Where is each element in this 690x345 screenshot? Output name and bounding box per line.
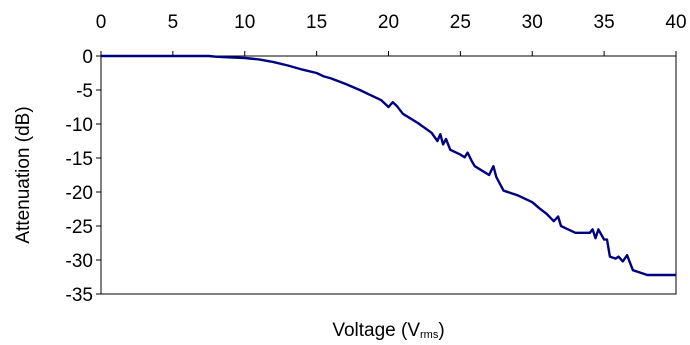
plot-frame — [100, 55, 677, 295]
attenuation-series-line — [101, 54, 676, 277]
x-tick-label: 25 — [450, 12, 471, 33]
x-axis-title-subscript: rms — [420, 329, 439, 341]
x-tick-label: 20 — [378, 12, 399, 33]
x-tick-label: 35 — [594, 12, 615, 33]
y-tick-label: -20 — [66, 183, 93, 204]
x-axis-title-main: Voltage (V — [332, 320, 420, 341]
y-tick-label: -5 — [76, 81, 93, 102]
y-tick-label: 0 — [82, 47, 93, 68]
x-axis-ticks: 0 5 10 15 20 25 30 35 40 — [96, 12, 687, 56]
y-axis-ticks: 0 -5 -10 -15 -20 -25 -30 -35 — [66, 47, 101, 306]
x-tick-label: 10 — [234, 12, 255, 33]
x-tick-label: 40 — [665, 12, 686, 33]
y-tick-label: -30 — [66, 251, 93, 272]
y-tick-label: -25 — [66, 217, 93, 238]
x-axis-title-close: ) — [438, 320, 444, 341]
x-tick-label: 5 — [168, 12, 179, 33]
y-tick-label: -15 — [66, 149, 93, 170]
y-tick-label: -35 — [66, 285, 93, 306]
y-axis-title: Attenuation (dB) — [13, 106, 34, 243]
x-tick-label: 0 — [96, 12, 107, 33]
y-tick-label: -10 — [66, 115, 93, 136]
x-tick-label: 15 — [306, 12, 327, 33]
x-axis-title: Voltage (Vrms) — [332, 320, 444, 341]
x-tick-label: 30 — [522, 12, 543, 33]
